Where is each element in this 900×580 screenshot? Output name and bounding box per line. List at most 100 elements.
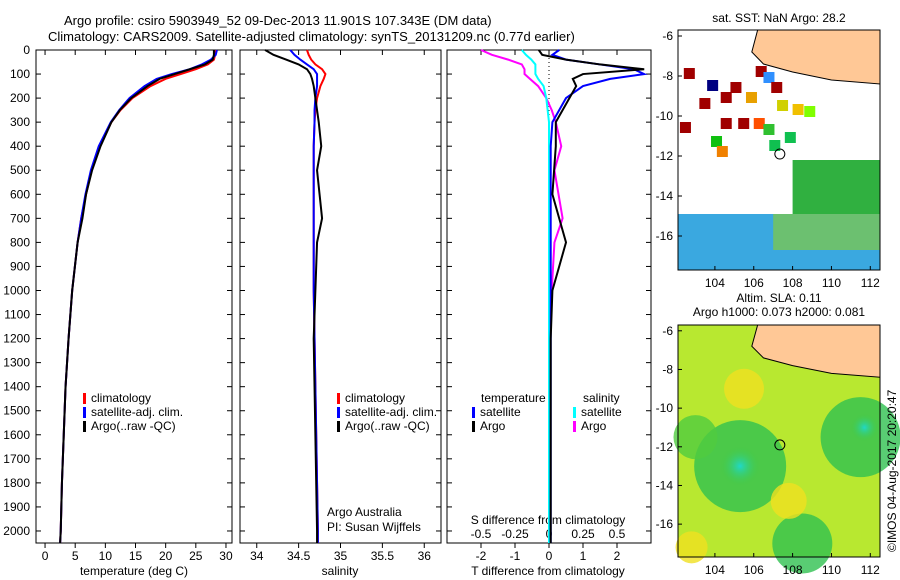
pressure-tick-label: 0 <box>23 43 30 57</box>
temperature-series-0 <box>59 50 217 544</box>
temperature-panel-xtick-label: 15 <box>129 549 143 563</box>
temperature-legend-swatch <box>83 393 86 404</box>
sla-map: 104 106 108 110 112 -6 -8 -10 -12 -14 -16 <box>656 324 900 577</box>
diff-legend-s-head: salinity <box>583 391 620 405</box>
pressure-tick-label: 500 <box>10 163 30 177</box>
pressure-tick-label: 2000 <box>3 524 30 538</box>
temperature-xlabel: temperature (deg C) <box>80 564 188 578</box>
diff-legend-s-label: satellite <box>581 405 622 419</box>
diff-legend-t-swatch <box>472 407 475 418</box>
salinity-panel-xtick-label: 34.5 <box>287 549 311 563</box>
sst-pixel <box>679 122 691 133</box>
sst-pixel <box>804 106 816 117</box>
difference-panel-xtick-label: 2 <box>614 549 621 563</box>
temperature-panel-xtick-label: 25 <box>189 549 203 563</box>
pressure-tick-label: 1500 <box>3 404 30 418</box>
sst-pixel <box>745 92 757 103</box>
temperature-panel-xtick-label: 20 <box>159 549 173 563</box>
sst-pixel <box>716 146 728 157</box>
s-diff-tick-label: -0.5 <box>471 527 492 541</box>
salinity-panel-xtick-label: 36 <box>418 549 432 563</box>
temperature-panel-xtick-label: 10 <box>99 549 113 563</box>
diff-legend-s-swatch <box>573 407 576 418</box>
pressure-tick-label: 1400 <box>3 380 30 394</box>
pressure-tick-label: 700 <box>10 211 30 225</box>
sst-green-region <box>792 160 880 214</box>
sst-green-region <box>773 214 880 250</box>
pressure-tick-label: 1200 <box>3 332 30 346</box>
map-ytick-label: -14 <box>656 478 674 492</box>
map-ytick-label: -16 <box>656 229 674 243</box>
sst-pixel <box>784 132 796 143</box>
pressure-tick-label: 1100 <box>4 308 30 322</box>
sla-low <box>850 413 879 442</box>
sst-pixel <box>707 80 719 91</box>
map-xtick-label: 110 <box>822 276 841 290</box>
sla-anomaly <box>675 531 708 564</box>
map-xtick-label: 108 <box>783 563 803 577</box>
sst-map: 104 106 108 110 112 -6 -8 -10 -12 -14 -16 <box>656 29 881 290</box>
sla-low <box>720 446 761 487</box>
pressure-tick-label: 900 <box>10 259 30 273</box>
title-line2: Climatology: CARS2009. Satellite-adjuste… <box>48 29 575 44</box>
salinity-xlabel: salinity <box>322 564 359 578</box>
salinity-series-2 <box>264 49 324 543</box>
diff-legend-t-label: Argo <box>480 419 506 433</box>
sst-pixel <box>771 82 783 93</box>
imos-stamp: ©IMOS 04-Aug-2017 20:20:47 <box>885 389 899 552</box>
sst-pixel <box>683 68 695 79</box>
pressure-tick-label: 1000 <box>3 283 30 297</box>
map-ytick-label: -10 <box>656 109 674 123</box>
sst-pixel <box>730 82 742 93</box>
salinity-legend-swatch <box>337 393 340 404</box>
salinity-legend-label: satellite-adj. clim. <box>345 405 437 419</box>
pressure-tick-label: 1800 <box>3 476 30 490</box>
sst-pixel <box>763 124 775 135</box>
credit-org: Argo Australia <box>327 505 402 519</box>
map-xtick-label: 106 <box>744 563 764 577</box>
sst-pixel <box>763 72 775 83</box>
sst-pixel <box>720 118 732 129</box>
t-argo-diff <box>537 49 645 543</box>
difference-panel-xtick-label: 0 <box>546 549 553 563</box>
sst-pixel <box>777 100 789 111</box>
s-diff-tick-label: 0.5 <box>609 527 626 541</box>
diff-legend-s-swatch <box>573 421 576 432</box>
temperature-legend-label: climatology <box>91 391 151 405</box>
sst-pixel <box>755 66 767 77</box>
sla-anomaly <box>770 482 807 519</box>
sst-pixel <box>769 140 781 151</box>
temperature-panel-xtick-label: 30 <box>219 549 233 563</box>
temperature-panel-frame <box>35 49 233 544</box>
title-line1: Argo profile: csiro 5903949_52 09-Dec-20… <box>64 13 492 28</box>
diff-legend-t-head: temperature <box>481 391 546 405</box>
temperature-legend-label: satellite-adj. clim. <box>91 405 183 419</box>
credit-pi: PI: Susan Wijffels <box>327 520 421 534</box>
map-xtick-label: 104 <box>705 276 725 290</box>
difference-panel-xtick-label: -2 <box>476 549 487 563</box>
map-ytick-label: -6 <box>662 324 673 338</box>
s-sat-diff <box>521 49 550 543</box>
salinity-legend-swatch <box>337 407 340 418</box>
sst-pixel <box>720 92 732 103</box>
temperature-legend-swatch <box>83 421 86 432</box>
pressure-tick-label: 300 <box>10 115 30 129</box>
sla-map-title1: Altim. SLA: 0.11 <box>736 291 821 305</box>
map-ytick-label: -10 <box>656 401 674 415</box>
map-ytick-label: -14 <box>656 189 674 203</box>
pressure-tick-label: 1700 <box>3 452 30 466</box>
s-diff-tick-label: 0.25 <box>571 527 595 541</box>
pressure-tick-label: 600 <box>10 187 30 201</box>
s-diff-tick-label: -0.25 <box>501 527 529 541</box>
salinity-legend-swatch <box>337 421 340 432</box>
temperature-legend-swatch <box>83 407 86 418</box>
sla-anomaly <box>673 415 718 460</box>
map-ytick-label: -8 <box>662 362 673 376</box>
sst-pixel <box>753 118 765 129</box>
sst-pixel <box>699 98 711 109</box>
map-ytick-label: -12 <box>656 149 674 163</box>
temperature-panel-xtick-label: 0 <box>42 549 49 563</box>
diff-legend-s-label: Argo <box>581 419 607 433</box>
pressure-tick-label: 800 <box>10 235 30 249</box>
